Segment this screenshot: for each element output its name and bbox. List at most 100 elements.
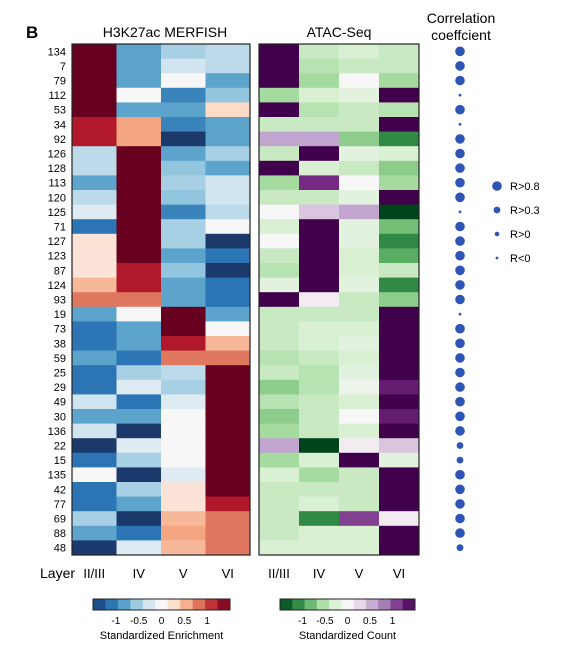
merfish-cell	[116, 87, 162, 103]
atac-cell	[339, 511, 380, 527]
merfish-cell	[116, 292, 162, 308]
atac-cell	[299, 511, 340, 527]
legend-label: R>0	[510, 229, 531, 241]
atac-colorbar-segment	[402, 599, 416, 610]
atac-cell	[259, 277, 300, 293]
merfish-cell	[116, 248, 162, 264]
atac-cell	[339, 219, 380, 235]
correlation-dot	[455, 323, 465, 334]
correlation-dot	[455, 484, 465, 495]
atac-cell	[379, 394, 420, 410]
row-label: 112	[48, 90, 66, 102]
layer-label: IV	[133, 566, 146, 581]
atac-cell	[259, 175, 300, 191]
merfish-cell	[205, 467, 251, 483]
merfish-cell	[161, 131, 206, 147]
merfish-cell	[72, 409, 117, 424]
merfish-cell	[161, 336, 206, 351]
panel-label: B	[26, 23, 38, 42]
merfish-colorbar-segment	[117, 599, 131, 610]
merfish-cell	[161, 263, 206, 278]
atac-cell	[259, 204, 300, 220]
atac-cell	[259, 117, 300, 132]
layer-label: II/III	[83, 566, 105, 581]
merfish-cell	[116, 233, 162, 249]
row-label: 127	[48, 236, 66, 248]
row-label: 77	[54, 499, 66, 511]
atac-colorbar-segment	[304, 599, 318, 610]
merfish-cell	[161, 102, 206, 118]
atac-cell	[299, 204, 340, 220]
atac-cell	[259, 350, 300, 366]
merfish-cell	[116, 306, 162, 322]
atac-cell	[339, 496, 380, 512]
row-label: 69	[54, 514, 66, 526]
merfish-cell	[205, 511, 251, 527]
merfish-frame	[71, 43, 251, 556]
atac-cell	[259, 511, 300, 527]
atac-cell	[379, 467, 420, 483]
merfish-cell	[205, 540, 251, 556]
merfish-cell	[205, 219, 251, 235]
merfish-cell	[72, 73, 117, 89]
merfish-cell	[72, 219, 117, 235]
atac-cell	[379, 248, 420, 264]
layer-label: VI	[222, 566, 234, 581]
atac-cell	[379, 190, 420, 205]
atac-cell	[379, 511, 420, 527]
atac-cell	[339, 350, 380, 366]
legend-dot	[493, 206, 501, 214]
correlation-dot	[455, 338, 465, 349]
atac-cell	[339, 452, 380, 468]
merfish-cell	[205, 438, 251, 454]
merfish-colorbar-segment	[180, 599, 194, 610]
merfish-cell	[116, 525, 162, 541]
merfish-cell	[161, 423, 206, 439]
merfish-cell	[161, 160, 206, 176]
merfish-cell	[205, 87, 251, 103]
row-labels: 134 7 79 112 53 34 92 126 128 113 120 125 71 127 123 87…	[48, 46, 66, 554]
atac-cell	[259, 263, 300, 278]
atac-cell	[379, 540, 420, 556]
merfish-colorbar-tick: 0	[159, 616, 165, 627]
merfish-title: H3K27ac MERFISH	[103, 24, 227, 40]
atac-cell	[379, 131, 420, 147]
atac-cell	[259, 438, 300, 454]
merfish-cell	[205, 160, 251, 176]
merfish-cell	[161, 409, 206, 424]
atac-cell	[259, 87, 300, 103]
atac-cell	[379, 423, 420, 439]
correlation-dot	[455, 499, 465, 509]
atac-cell	[259, 409, 300, 424]
merfish-cell	[161, 525, 206, 541]
merfish-cell	[205, 204, 251, 220]
merfish-cell	[161, 146, 206, 162]
merfish-cell	[205, 131, 251, 147]
correlation-dot	[455, 61, 465, 71]
atac-cell	[339, 58, 380, 74]
merfish-cell	[116, 365, 162, 381]
merfish-cell	[205, 365, 251, 381]
merfish-cell	[205, 379, 251, 395]
atac-cell	[379, 175, 420, 191]
atac-cell	[379, 496, 420, 512]
merfish-cell	[161, 350, 206, 366]
atac-cell	[339, 146, 380, 162]
layer-labels: II/III IV V VI II/III IV V VI	[83, 566, 405, 581]
merfish-cell	[161, 277, 206, 293]
atac-cell	[339, 263, 380, 278]
merfish-cell	[72, 146, 117, 162]
layer-label: II/III	[268, 566, 290, 581]
row-label: 73	[54, 324, 66, 336]
correlation-dot	[455, 163, 465, 173]
row-label: 22	[54, 441, 66, 453]
atac-cell	[259, 452, 300, 468]
atac-colorbar-segment	[390, 599, 404, 610]
atac-cell	[259, 379, 300, 395]
atac-cell	[379, 58, 420, 74]
merfish-cell	[72, 175, 117, 191]
legend-label: R>0.3	[510, 205, 540, 217]
merfish-cell	[161, 306, 206, 322]
merfish-cell	[116, 73, 162, 89]
